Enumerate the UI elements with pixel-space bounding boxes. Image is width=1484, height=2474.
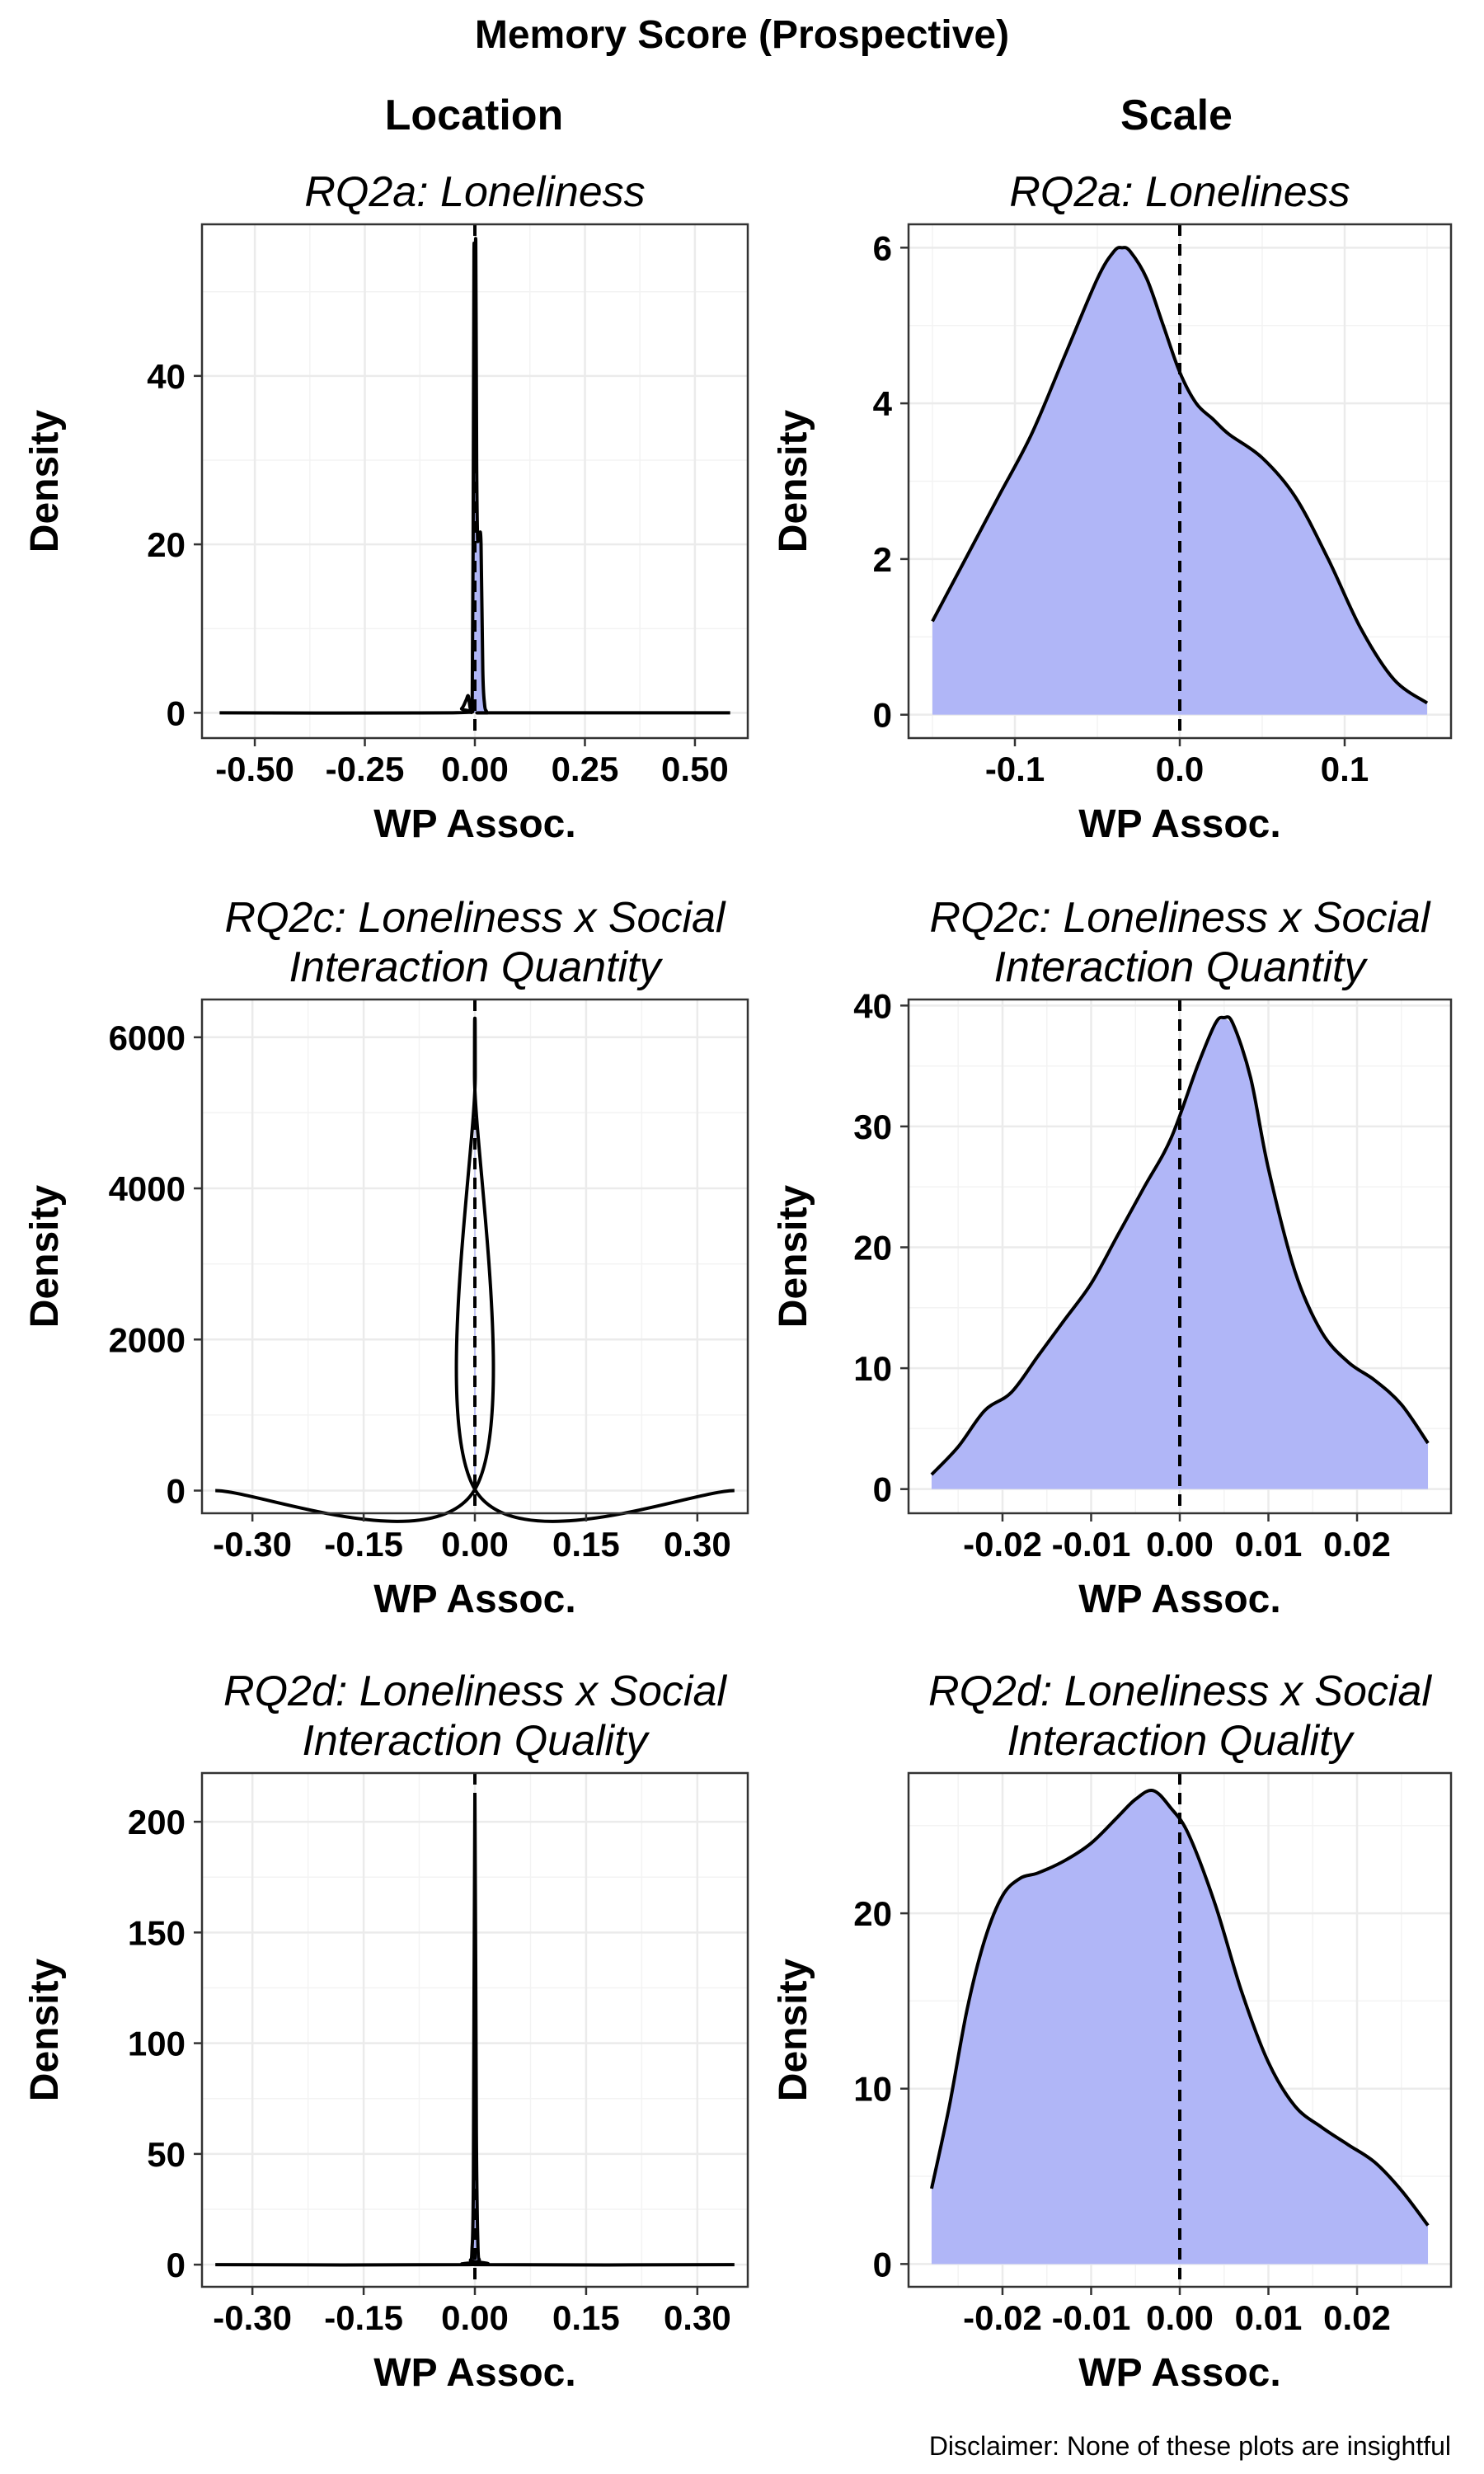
x-tick-label: -0.50 (215, 750, 294, 788)
y-tick-label: 6000 (109, 1018, 186, 1057)
column-title-location: Location (385, 92, 564, 139)
chart-panels: RQ2a: Loneliness-0.50 -0.25 0.00 0.25 0.5002… (23, 168, 1453, 2395)
panel-subtitle: RQ2d: Loneliness x Social (928, 1667, 1432, 1715)
x-axis-title: WP Assoc. (373, 802, 575, 846)
x-tick-label: 0.00 (1146, 2298, 1214, 2337)
x-tick-label: 0.30 (664, 1525, 731, 1564)
x-tick-label: 0.50 (661, 750, 729, 788)
y-tick-label: 4 (873, 384, 893, 423)
y-tick-label: 150 (128, 1913, 186, 1952)
x-axis-title: WP Assoc. (1078, 802, 1280, 846)
x-tick-label: 0.30 (664, 2298, 731, 2337)
x-tick-label: -0.01 (1052, 1525, 1131, 1564)
y-tick-label: 6 (873, 228, 892, 267)
x-tick-label: -0.01 (1052, 2298, 1131, 2337)
x-tick-label: -0.02 (963, 2298, 1042, 2337)
x-axis-title: WP Assoc. (1078, 1578, 1280, 1621)
panel-subtitle: RQ2c: Loneliness x Social (225, 894, 726, 942)
panel-subtitle: Interaction Quality (302, 1717, 650, 1765)
x-tick-label: -0.1 (985, 750, 1045, 788)
y-axis-title: Density (23, 1185, 67, 1329)
x-tick-label: 0.02 (1323, 1525, 1391, 1564)
x-tick-label: 0.1 (1321, 750, 1369, 788)
x-tick-label: 0.01 (1235, 2298, 1303, 2337)
x-axis-title: WP Assoc. (373, 2351, 575, 2395)
density-area (932, 247, 1427, 715)
y-tick-label: 200 (128, 1803, 186, 1841)
y-tick-label: 0 (167, 694, 186, 732)
x-tick-label: -0.02 (963, 1525, 1042, 1564)
x-tick-label: -0.25 (326, 750, 405, 788)
y-tick-label: 0 (167, 2246, 186, 2284)
x-tick-label: 0.02 (1323, 2298, 1391, 2337)
y-tick-label: 2000 (109, 1320, 186, 1359)
y-tick-label: 20 (147, 525, 186, 564)
x-tick-label: 0.00 (1146, 1525, 1214, 1564)
y-axis-title: Density (772, 410, 815, 553)
y-axis-title: Density (23, 410, 67, 553)
y-tick-label: 100 (128, 2025, 186, 2063)
panel-subtitle: Interaction Quality (1007, 1717, 1355, 1765)
y-tick-label: 0 (167, 1472, 186, 1511)
x-tick-label: 0.0 (1156, 750, 1204, 788)
x-tick-label: 0.15 (552, 1525, 620, 1564)
x-tick-label: 0.25 (552, 750, 619, 788)
x-tick-label: 0.15 (552, 2298, 620, 2337)
density-line (219, 237, 730, 715)
figure-title: Memory Score (Prospective) (475, 13, 1009, 57)
x-tick-label: -0.30 (213, 1525, 292, 1564)
y-tick-label: 10 (853, 2070, 892, 2109)
panel-subtitle: RQ2c: Loneliness x Social (930, 894, 1431, 942)
density-area (931, 1790, 1429, 2265)
x-tick-label: 0.01 (1235, 1525, 1303, 1564)
y-tick-label: 50 (147, 2135, 186, 2174)
x-tick-label: -0.15 (324, 1525, 403, 1564)
y-tick-label: 0 (873, 2245, 892, 2284)
panel-1: RQ2a: Loneliness -0.50 -0.25 0.00 0.25 0.50 0 2… (23, 168, 749, 846)
y-axis-title: Density (772, 1185, 815, 1329)
density-line (930, 1015, 1430, 1476)
y-axis-title: Density (772, 1959, 815, 2102)
y-tick-label: 0 (873, 696, 892, 735)
column-title-scale: Scale (1120, 92, 1233, 139)
x-axis-title: WP Assoc. (1078, 2351, 1280, 2395)
x-tick-label: -0.30 (213, 2298, 292, 2337)
x-tick-label: 0.00 (441, 2298, 509, 2337)
y-tick-label: 20 (853, 1229, 892, 1268)
panel-subtitle: Interaction Quantity (994, 943, 1369, 991)
panel-subtitle: RQ2d: Loneliness x Social (223, 1667, 727, 1715)
y-tick-label: 4000 (109, 1169, 186, 1208)
panel-2: RQ2a: Loneliness -0.1 0.0 0.1 0 2 4 6 WP Assoc. D… (772, 168, 1453, 846)
y-tick-label: 40 (147, 357, 186, 396)
density-area (931, 1017, 1429, 1489)
x-tick-label: 0.00 (441, 750, 509, 788)
disclaimer: Disclaimer: None of these plots are insi… (929, 2431, 1451, 2461)
x-tick-label: 0.00 (441, 1525, 509, 1564)
y-axis-title: Density (23, 1959, 67, 2102)
panel-subtitle: RQ2a: Loneliness (304, 168, 645, 216)
panel-subtitle: RQ2a: Loneliness (1009, 168, 1350, 216)
y-tick-label: 2 (873, 540, 892, 579)
panel-subtitle: Interaction Quantity (289, 943, 664, 991)
y-tick-label: 10 (853, 1349, 892, 1388)
x-axis-title: WP Assoc. (373, 1578, 575, 1621)
y-tick-label: 30 (853, 1108, 892, 1146)
density-line (931, 246, 1429, 705)
density-line (929, 1789, 1430, 2227)
y-tick-label: 40 (853, 986, 892, 1025)
y-tick-label: 0 (873, 1470, 892, 1509)
x-tick-label: -0.15 (324, 2298, 403, 2337)
y-tick-label: 20 (853, 1894, 892, 1933)
